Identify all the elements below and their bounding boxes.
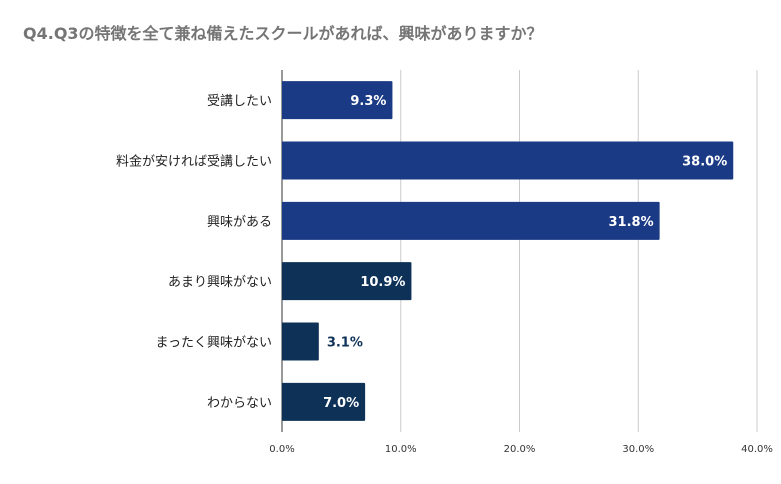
category-label: まったく興味がない (156, 336, 272, 351)
bars (282, 81, 734, 421)
chart-title: Q4.Q3の特徴を全て兼ね備えたスクールがあれば、興味がありますか？ (23, 24, 543, 43)
category-labels: 受講したい料金が安ければ受講したい興味があるあまり興味がないまったく興味がないわ… (116, 93, 272, 411)
bar (282, 201, 660, 240)
data-label: 38.0% (682, 155, 727, 170)
value-labels: 9.3% 38.0% 31.8% 10.9% 3.1% 7.0% (323, 94, 727, 411)
bar (282, 262, 412, 301)
x-tick-label: 30.0% (622, 444, 654, 455)
category-label: わからない (207, 396, 272, 411)
bar (282, 81, 393, 120)
category-label: 受講したい (207, 93, 272, 109)
data-label: 31.8% (609, 215, 654, 230)
data-label: 10.9% (360, 275, 405, 290)
bar (282, 382, 366, 421)
x-tick-label: 20.0% (504, 444, 536, 455)
data-label: 9.3% (350, 94, 386, 109)
x-tick-label: 40.0% (741, 444, 773, 455)
x-tick-label: 10.0% (385, 444, 417, 455)
bar (282, 322, 319, 361)
data-label: 7.0% (323, 396, 359, 411)
bar (282, 141, 734, 180)
data-label: 3.1% (327, 336, 363, 351)
gridlines (281, 70, 758, 432)
category-label: 料金が安ければ受講したい (116, 154, 272, 170)
category-label: あまり興味がない (168, 275, 272, 290)
x-tick-label: 0.0% (269, 444, 294, 455)
x-axis-ticks: 0.0% 10.0% 20.0% 30.0% 40.0% (269, 444, 773, 455)
category-label: 興味がある (207, 215, 272, 230)
